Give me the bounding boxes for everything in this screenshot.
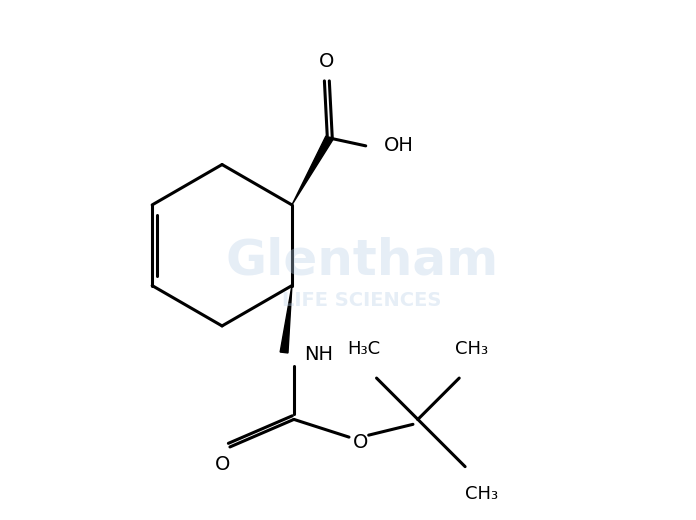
Text: CH₃: CH₃ [465, 485, 498, 503]
Text: H₃C: H₃C [347, 341, 380, 358]
Text: O: O [353, 433, 368, 451]
Polygon shape [292, 136, 333, 205]
Text: CH₃: CH₃ [455, 341, 489, 358]
Text: Glentham: Glentham [225, 236, 498, 284]
Polygon shape [280, 285, 292, 353]
Text: LIFE SCIENCES: LIFE SCIENCES [282, 291, 441, 310]
Text: OH: OH [383, 136, 413, 155]
Text: O: O [319, 52, 334, 71]
Text: O: O [214, 455, 230, 474]
Text: NH: NH [303, 345, 333, 364]
